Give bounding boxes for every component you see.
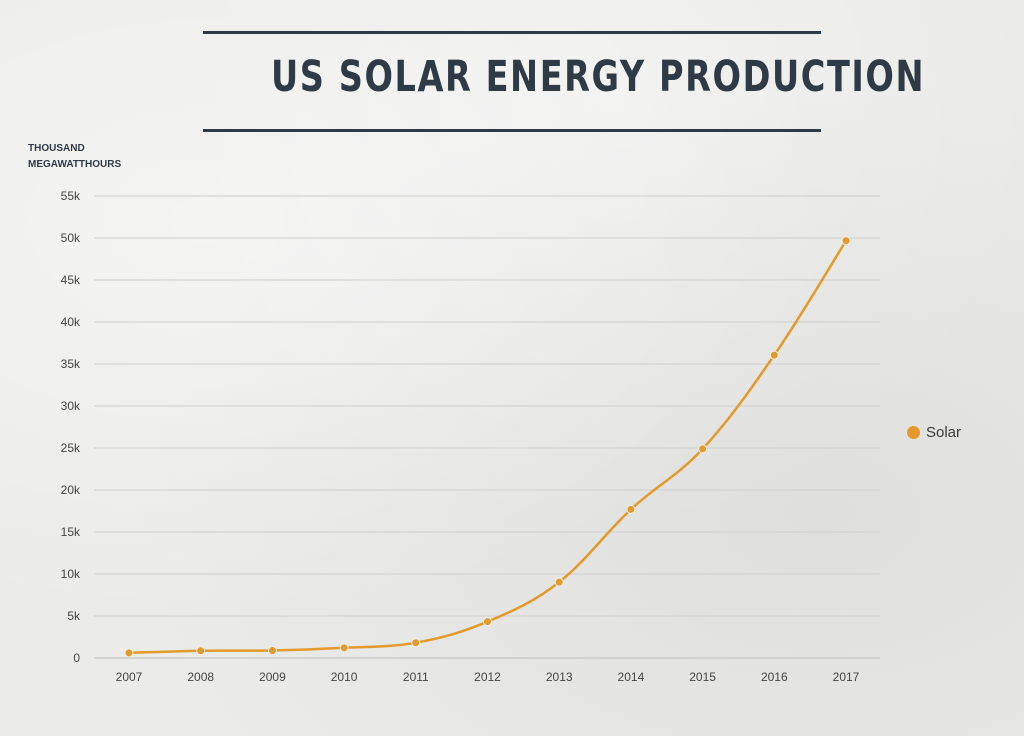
data-point-2009 <box>267 646 277 656</box>
data-point-2015 <box>698 444 708 454</box>
series-solar <box>124 236 851 658</box>
y-tick-label: 45k <box>61 273 81 287</box>
data-point-2014 <box>626 504 636 514</box>
data-point-2013 <box>554 577 564 587</box>
x-tick-label: 2008 <box>187 670 214 684</box>
y-tick-label: 20k <box>61 483 81 497</box>
y-tick-label: 40k <box>61 315 81 329</box>
x-tick-label: 2007 <box>116 670 143 684</box>
data-point-2011 <box>411 638 421 648</box>
y-tick-label: 25k <box>61 441 81 455</box>
legend[interactable]: Solar <box>907 424 961 441</box>
y-tick-label: 50k <box>61 231 81 245</box>
data-point-2017 <box>841 236 851 246</box>
y-tick-label: 15k <box>61 525 81 539</box>
y-tick-label: 35k <box>61 357 81 371</box>
y-tick-labels: 0 5k 10k 15k 20k 25k 30k 35k 40k 45k 50k 55k <box>61 189 81 665</box>
x-tick-label: 2012 <box>474 670 501 684</box>
data-point-2012 <box>483 617 492 627</box>
x-tick-label: 2016 <box>761 670 788 684</box>
legend-label-solar: Solar <box>926 424 962 441</box>
x-tick-label: 2014 <box>618 670 645 684</box>
y-tick-label: 0 <box>73 651 80 665</box>
series-line-solar <box>127 239 848 655</box>
x-tick-label: 2013 <box>546 670 573 684</box>
y-axis-unit-line1: THOUSAND <box>28 143 85 154</box>
y-tick-label: 55k <box>61 189 81 203</box>
x-tick-labels: 2007 2008 2009 2010 2011 2012 2013 2014 2015 2016… <box>116 670 860 684</box>
grid-lines <box>94 195 880 659</box>
y-axis-unit-line2: MEGAWATTHOURS <box>28 159 122 170</box>
data-point-2008 <box>196 646 206 656</box>
y-tick-label: 5k <box>67 609 81 623</box>
x-tick-label: 2010 <box>331 670 358 684</box>
data-point-2016 <box>769 350 779 360</box>
x-tick-label: 2009 <box>259 670 286 684</box>
title-bottom-rule <box>203 129 821 132</box>
x-tick-label: 2017 <box>833 670 860 684</box>
y-tick-label: 10k <box>61 567 81 581</box>
title-top-rule <box>203 31 821 34</box>
legend-swatch-solar <box>907 426 920 439</box>
x-tick-label: 2015 <box>689 670 716 684</box>
x-tick-label: 2011 <box>403 670 429 684</box>
data-point-2007 <box>124 648 134 658</box>
y-axis-unit-label: THOUSAND MEGAWATTHOURS <box>28 141 121 173</box>
data-point-2010 <box>339 643 349 653</box>
y-tick-label: 30k <box>61 399 81 413</box>
